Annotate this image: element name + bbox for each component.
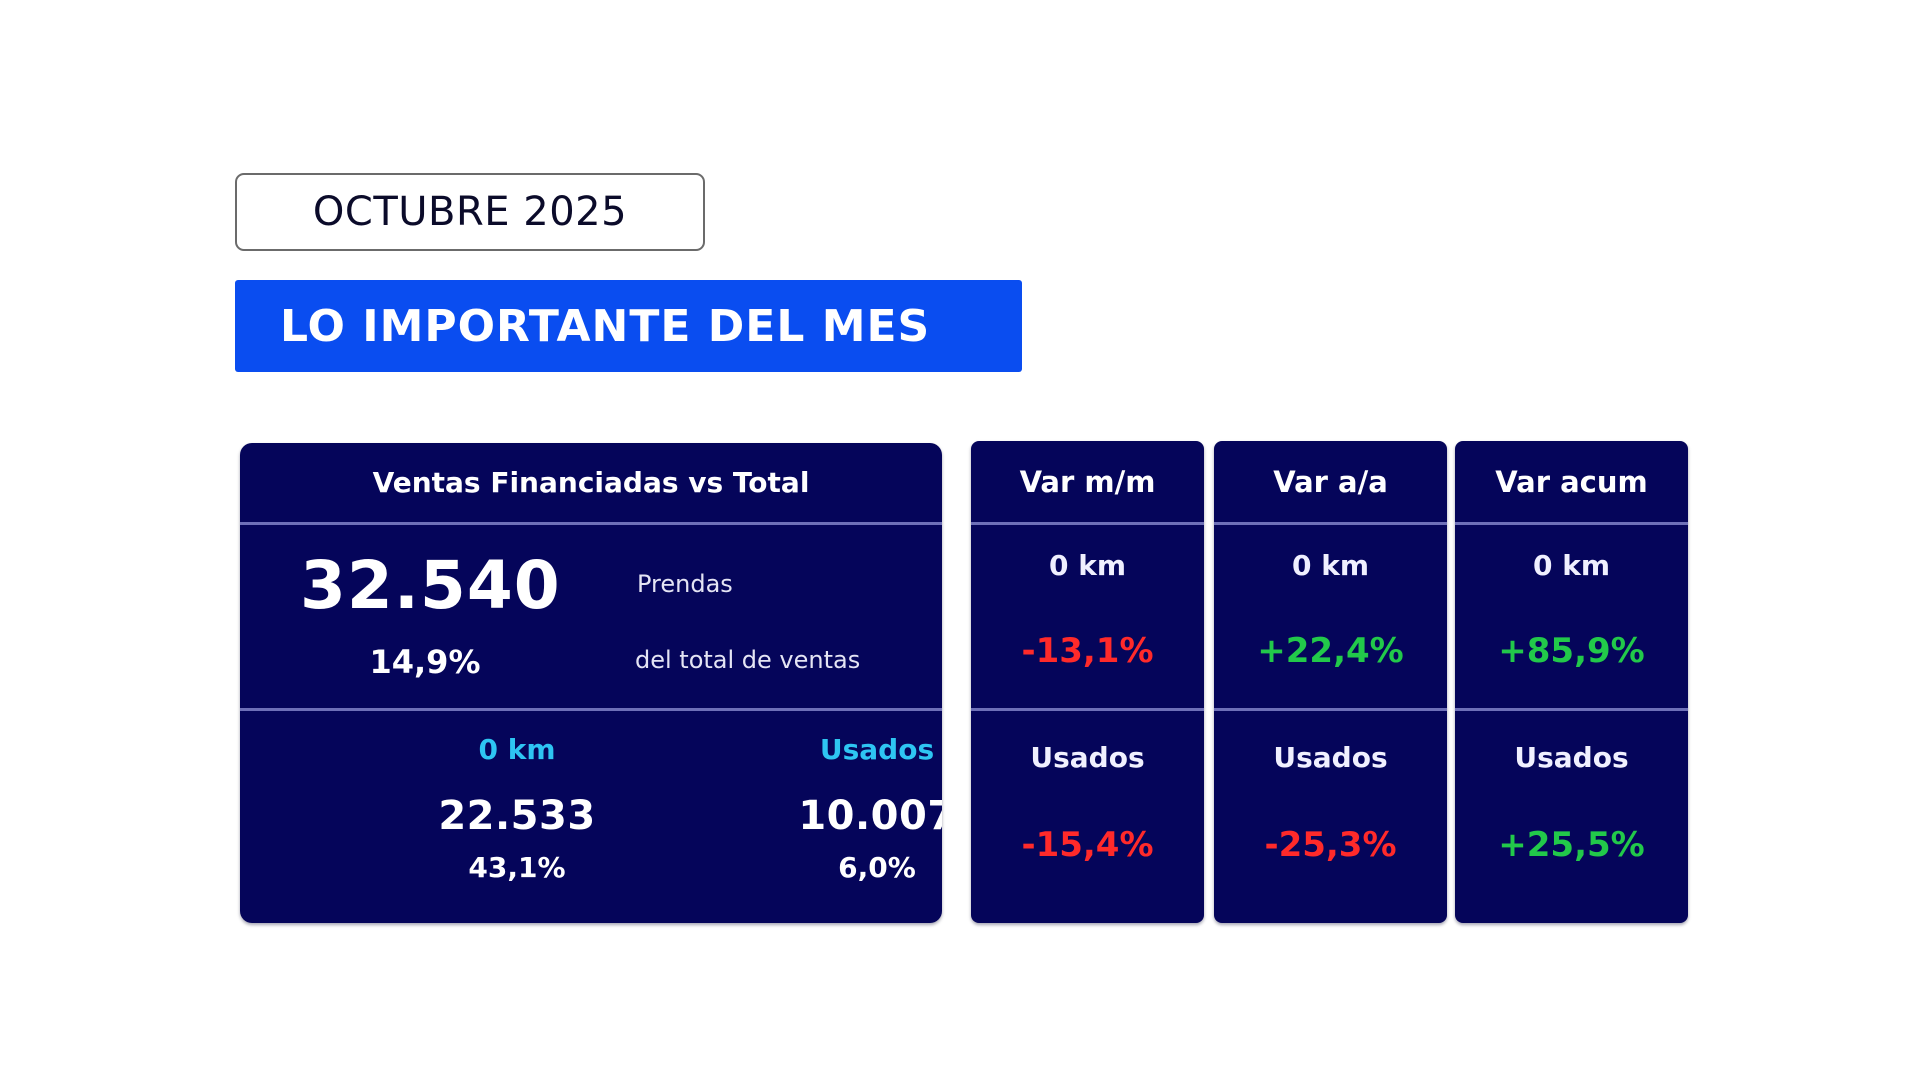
var-aa-card: Var a/a 0 km +22,4% Usados -25,3% [1214, 441, 1447, 923]
segment-share: 43,1% [468, 851, 566, 884]
divider [240, 708, 942, 711]
row-value-0km: +85,9% [1498, 631, 1645, 671]
row-value-usados: -25,3% [1264, 825, 1397, 865]
card-title: Var a/a [1273, 464, 1388, 499]
divider [971, 522, 1204, 525]
divider [1214, 708, 1447, 711]
row-value-0km: +22,4% [1257, 631, 1404, 671]
segment-label: 0 km [478, 733, 556, 766]
row-label-usados: Usados [1030, 741, 1145, 774]
divider [1455, 522, 1688, 525]
row-label-usados: Usados [1514, 741, 1629, 774]
card-title: Var m/m [1019, 464, 1156, 499]
row-label-0km: 0 km [1291, 549, 1370, 582]
divider [240, 522, 942, 525]
total-unit-label: Prendas [637, 570, 733, 598]
segment-share: 6,0% [838, 851, 916, 884]
segment-label: Usados [819, 733, 935, 766]
total-share-label: del total de ventas [635, 646, 861, 674]
segment-usados: Usados 10.007 6,0% [737, 733, 942, 884]
divider [1455, 708, 1688, 711]
var-mm-card: Var m/m 0 km -13,1% Usados -15,4% [971, 441, 1204, 923]
financed-sales-card: Ventas Financiadas vs Total 32.540 Prend… [240, 443, 942, 923]
row-value-0km: -13,1% [1021, 631, 1154, 671]
row-label-usados: Usados [1273, 741, 1388, 774]
divider [971, 708, 1204, 711]
card-title: Var acum [1495, 464, 1648, 499]
period-label: OCTUBRE 2025 [235, 173, 705, 251]
section-banner: LO IMPORTANTE DEL MES [235, 280, 1022, 372]
card-title: Ventas Financiadas vs Total [372, 466, 810, 499]
total-share-value: 14,9% [369, 643, 481, 681]
segment-value: 22.533 [438, 793, 596, 839]
row-label-0km: 0 km [1532, 549, 1611, 582]
total-financed-value: 32.540 [300, 547, 561, 624]
row-value-usados: +25,5% [1498, 825, 1645, 865]
row-value-usados: -15,4% [1021, 825, 1154, 865]
row-label-0km: 0 km [1048, 549, 1127, 582]
segment-value: 10.007 [798, 793, 942, 839]
segment-0km: 0 km 22.533 43,1% [377, 733, 657, 884]
divider [1214, 522, 1447, 525]
var-acum-card: Var acum 0 km +85,9% Usados +25,5% [1455, 441, 1688, 923]
